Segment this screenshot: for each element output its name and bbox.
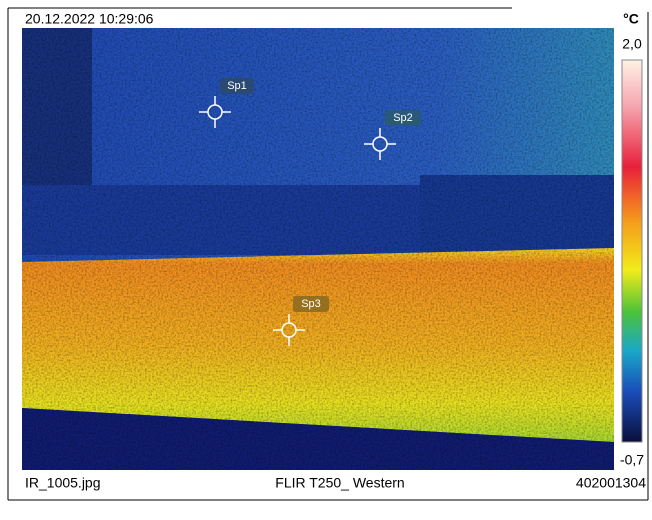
thermal-image: [22, 28, 614, 470]
crosshair: [364, 128, 396, 160]
crosshair: [199, 96, 231, 128]
spot-label-bg: [293, 296, 329, 312]
camera-model: FLIR T250_ Western: [275, 475, 404, 491]
noise: [22, 28, 614, 470]
spot-label-bg: [220, 78, 254, 94]
file-name: IR_1005.jpg: [25, 475, 101, 491]
spot-label: Sp1: [227, 80, 247, 92]
spot-label-bg: [385, 110, 421, 126]
scale-unit: °C: [623, 11, 639, 27]
scale-max: 2,0: [622, 36, 642, 52]
spot-markers: Sp1 Sp2 Sp3: [199, 78, 421, 346]
timestamp: 20.12.2022 10:29:06: [25, 11, 154, 27]
crosshair: [273, 314, 305, 346]
timestamp-bg: [22, 12, 182, 28]
spot-label: Sp2: [393, 112, 413, 124]
spot-label: Sp3: [301, 298, 321, 310]
color-scale: [621, 59, 643, 443]
serial-number: 402001304: [576, 475, 646, 491]
scale-min: -0,7: [620, 452, 644, 468]
